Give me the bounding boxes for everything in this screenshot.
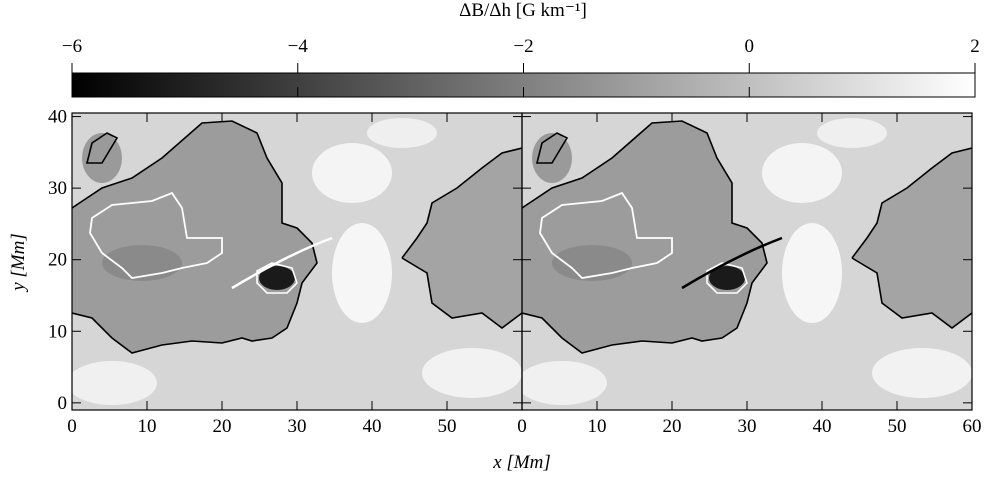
colorbar-title: ΔB/Δh [G km⁻¹] (459, 0, 587, 21)
y-tick-label: 40 (48, 107, 67, 128)
y-axis-label: y [Mm] (8, 233, 29, 293)
x-tick-label: 30 (738, 416, 757, 437)
panel (517, 113, 972, 410)
y-tick-label: 0 (58, 393, 68, 414)
y-tick-label: 30 (48, 178, 67, 199)
x-tick-label: 10 (138, 416, 157, 437)
x-tick-label: 40 (363, 416, 382, 437)
x-tick-label: 60 (963, 416, 982, 437)
colorbar-tick-label: −4 (288, 36, 309, 57)
y-tick-label: 20 (48, 250, 67, 271)
x-axis-label: x [Mm] (492, 452, 551, 473)
colorbar-tick-label: −6 (62, 36, 82, 57)
contour (231, 236, 333, 290)
x-tick-label: 30 (288, 416, 307, 437)
colorbar-tick-label: −2 (513, 36, 533, 57)
x-tick-label: 50 (888, 416, 907, 437)
x-tick-label: 10 (588, 416, 607, 437)
x-tick-label: 0 (67, 416, 77, 437)
y-tick-label: 10 (48, 321, 67, 342)
x-tick-label: 20 (213, 416, 232, 437)
colorbar-tick-label: 2 (970, 36, 980, 57)
x-tick-label: 50 (438, 416, 457, 437)
x-tick-label: 20 (663, 416, 682, 437)
x-tick-label: 40 (813, 416, 832, 437)
x-tick-label: 0 (517, 416, 527, 437)
panel (67, 113, 522, 410)
contour (681, 236, 783, 290)
colorbar-tick-label: 0 (745, 36, 755, 57)
